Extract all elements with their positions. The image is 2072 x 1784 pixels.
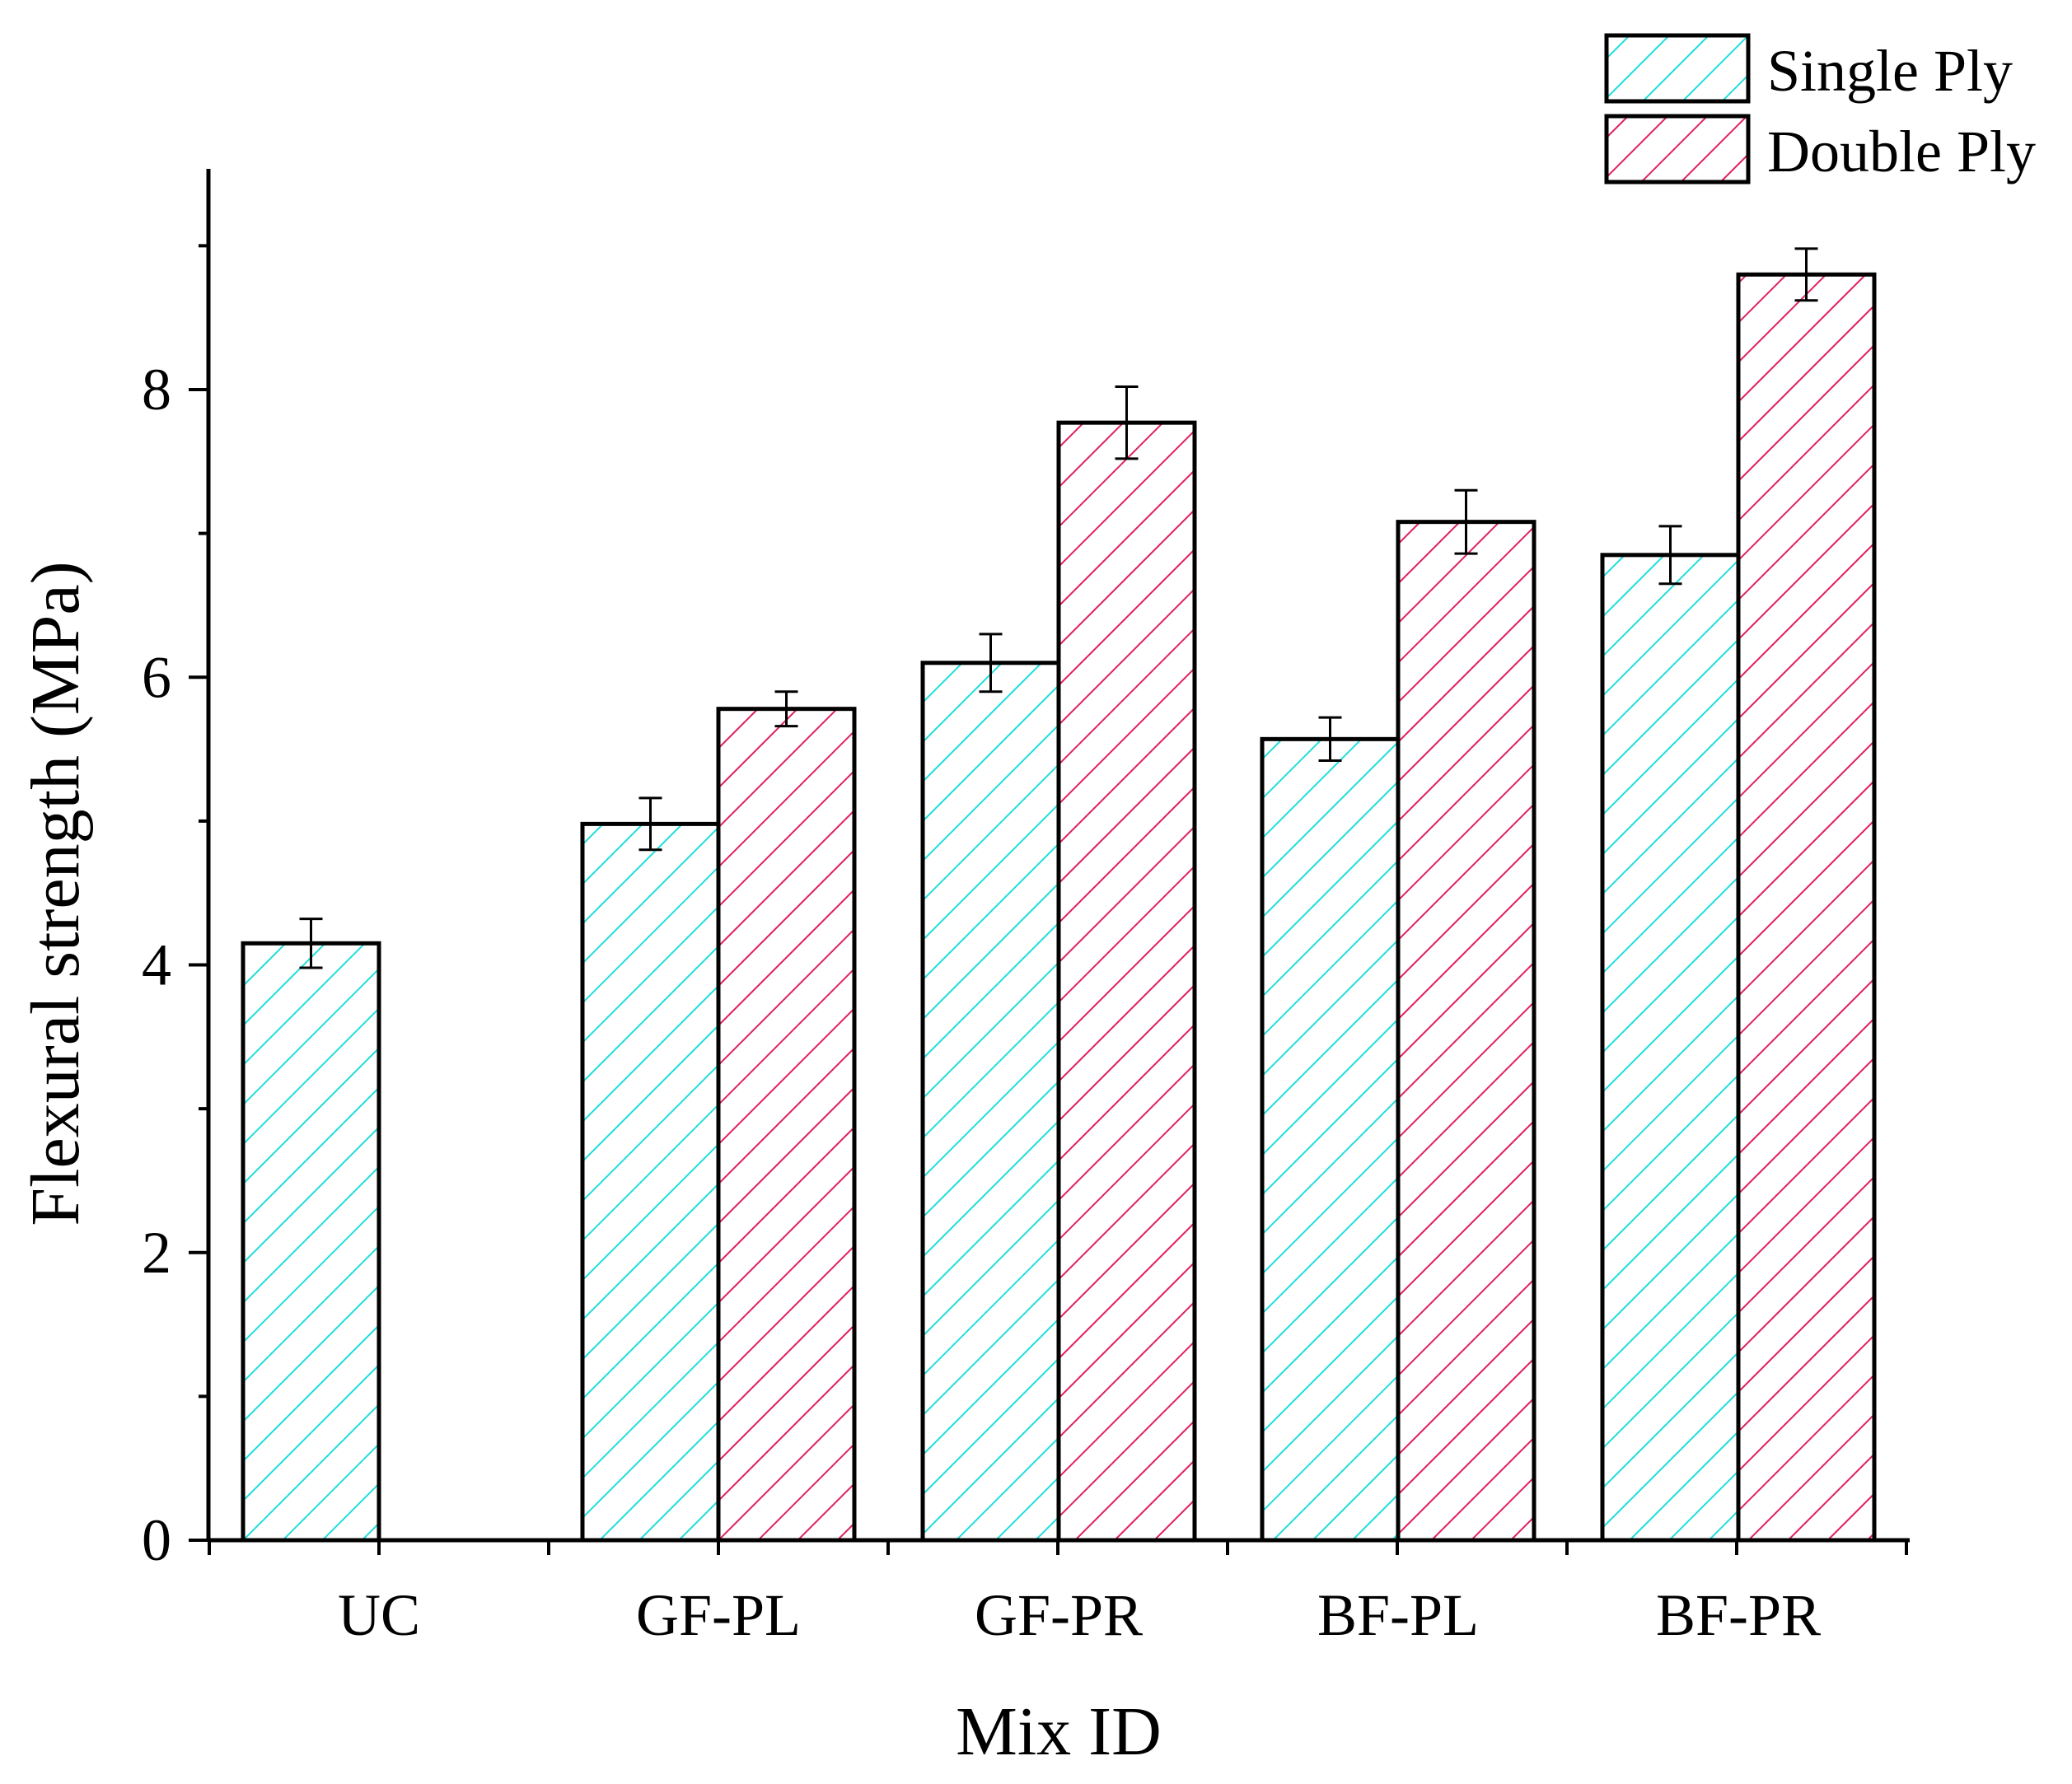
- x-tick-label-gf-pr: GF-PR: [975, 1582, 1143, 1648]
- bar-gf-pl-single-ply: [580, 821, 721, 1543]
- error-bars-layer: [299, 247, 1818, 969]
- bar-bf-pr-double-ply: [1736, 272, 1877, 1543]
- y-tick-label: 8: [142, 357, 171, 423]
- x-tick-label-gf-pl: GF-PL: [636, 1582, 801, 1648]
- x-tick-label-bf-pr: BF-PR: [1656, 1582, 1821, 1648]
- error-bar-bf-pl-double-ply: [1454, 488, 1478, 555]
- y-tick-label: 6: [142, 644, 171, 710]
- error-bar-gf-pr-double-ply: [1115, 385, 1139, 460]
- y-tick-label: 0: [142, 1507, 171, 1573]
- legend: Single Ply Double Ply: [1604, 33, 2036, 184]
- y-ticks: 0 2 4 6 8: [142, 244, 208, 1573]
- error-bar-bf-pl-single-ply: [1318, 716, 1342, 763]
- y-tick-label: 2: [142, 1220, 171, 1286]
- bar-bf-pl-single-ply: [1260, 736, 1401, 1543]
- x-tick-label-bf-pl: BF-PL: [1317, 1582, 1479, 1648]
- legend-swatch-double-ply: [1604, 114, 1751, 184]
- bars-layer: [241, 272, 1877, 1543]
- bar-gf-pr-single-ply: [920, 661, 1061, 1543]
- error-bar-bf-pr-single-ply: [1658, 525, 1682, 586]
- error-bar-gf-pl-double-ply: [774, 690, 798, 728]
- y-axis-title: Flexural strength (MPa): [17, 561, 94, 1226]
- legend-swatch-single-ply: [1604, 33, 1751, 104]
- legend-label-single-ply: Single Ply: [1767, 38, 2013, 104]
- bar-bf-pl-double-ply: [1396, 520, 1536, 1543]
- error-bar-uc-single-ply: [299, 918, 323, 969]
- x-axis-title: Mix ID: [956, 1693, 1162, 1770]
- error-bar-gf-pl-single-ply: [638, 796, 662, 852]
- bar-gf-pl-double-ply: [716, 707, 857, 1543]
- y-tick-label: 4: [142, 932, 171, 998]
- x-ticks: UC GF-PL GF-PR BF-PL BF-PR: [208, 1540, 1908, 1648]
- error-bar-gf-pr-single-ply: [979, 633, 1003, 694]
- x-tick-label-uc: UC: [338, 1582, 420, 1648]
- bar-bf-pr-single-ply: [1600, 553, 1741, 1543]
- legend-label-double-ply: Double Ply: [1767, 119, 2036, 184]
- error-bar-bf-pr-double-ply: [1794, 247, 1818, 302]
- bar-gf-pr-double-ply: [1056, 420, 1197, 1543]
- bar-uc-single-ply: [241, 941, 381, 1543]
